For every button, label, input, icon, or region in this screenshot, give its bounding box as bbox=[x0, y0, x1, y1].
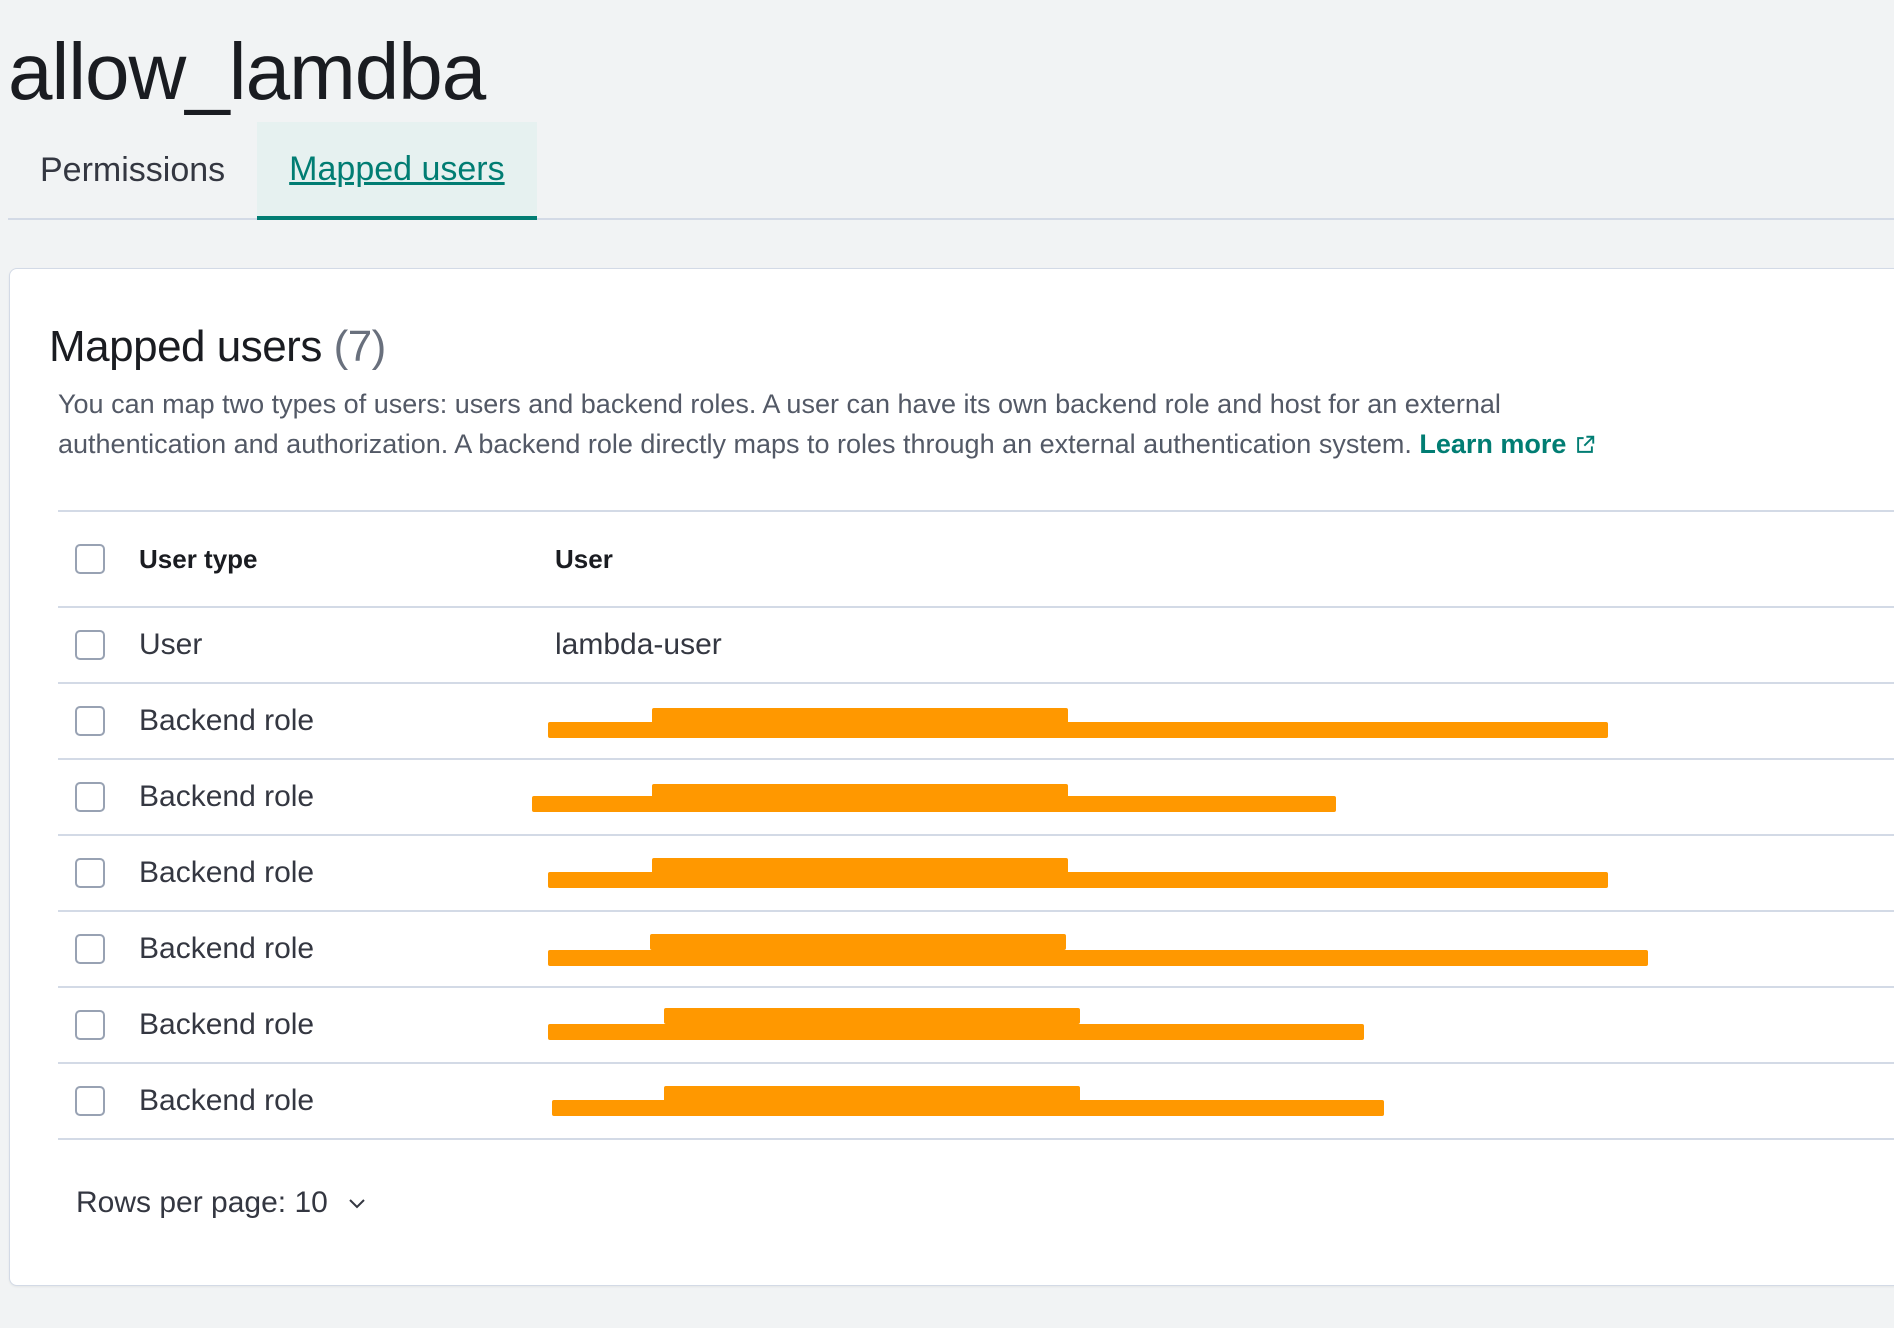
tab-mapped-users[interactable]: Mapped users bbox=[257, 122, 537, 220]
rows-per-page-label: Rows per page: 10 bbox=[76, 1186, 328, 1219]
redaction-mark bbox=[548, 950, 1648, 966]
learn-more-label: Learn more bbox=[1419, 429, 1567, 459]
redaction-mark bbox=[548, 1024, 1364, 1040]
redaction-mark bbox=[650, 934, 1066, 950]
row-checkbox[interactable] bbox=[75, 782, 105, 812]
table-row: Backend role bbox=[58, 912, 1894, 988]
redaction-mark bbox=[652, 708, 1068, 724]
section-title: Mapped users (7) bbox=[49, 322, 386, 372]
column-header-user-type[interactable]: User type bbox=[139, 543, 258, 574]
user-type-cell: Backend role bbox=[139, 1084, 315, 1117]
select-all-checkbox[interactable] bbox=[75, 544, 105, 574]
row-checkbox[interactable] bbox=[75, 630, 105, 660]
redaction-mark bbox=[548, 722, 1608, 738]
learn-more-link[interactable]: Learn more bbox=[1419, 429, 1596, 459]
page-title: allow_lamdba bbox=[8, 27, 486, 116]
redaction-mark bbox=[548, 872, 1608, 888]
row-checkbox[interactable] bbox=[75, 706, 105, 736]
chevron-down-icon bbox=[349, 1199, 365, 1209]
redaction-mark bbox=[532, 796, 1336, 812]
table-row: Backend role bbox=[58, 836, 1894, 912]
user-type-cell: Backend role bbox=[139, 780, 315, 813]
column-header-user[interactable]: User bbox=[555, 543, 613, 574]
table-row: Backend role bbox=[58, 684, 1894, 760]
user-cell: lambda-user bbox=[555, 628, 722, 661]
table-row: Backend role bbox=[58, 760, 1894, 836]
mapped-users-table: User type User User lambda-user Backend … bbox=[58, 510, 1894, 1140]
tab-permissions[interactable]: Permissions bbox=[40, 150, 226, 189]
table-row: Backend role bbox=[58, 1064, 1894, 1140]
user-type-cell: Backend role bbox=[139, 1008, 315, 1041]
row-checkbox[interactable] bbox=[75, 858, 105, 888]
redaction-mark bbox=[652, 858, 1068, 874]
section-description: You can map two types of users: users an… bbox=[58, 384, 1618, 464]
redaction-mark bbox=[552, 1100, 1384, 1116]
table-row: Backend role bbox=[58, 988, 1894, 1064]
description-text: You can map two types of users: users an… bbox=[58, 389, 1501, 459]
user-type-cell: Backend role bbox=[139, 932, 315, 965]
user-type-cell: Backend role bbox=[139, 856, 315, 889]
redaction-mark bbox=[664, 1086, 1080, 1102]
section-title-text: Mapped users bbox=[49, 322, 322, 371]
redaction-mark bbox=[664, 1008, 1080, 1024]
row-checkbox[interactable] bbox=[75, 934, 105, 964]
redaction-mark bbox=[652, 784, 1068, 800]
rows-per-page-button[interactable]: Rows per page: 10 bbox=[76, 1186, 366, 1220]
row-checkbox[interactable] bbox=[75, 1086, 105, 1116]
user-type-cell: User bbox=[139, 628, 203, 661]
external-link-icon bbox=[1577, 435, 1595, 453]
table-row: User lambda-user bbox=[58, 608, 1894, 684]
table-header: User type User bbox=[58, 512, 1894, 608]
mapped-users-count: (7) bbox=[333, 322, 387, 371]
user-type-cell: Backend role bbox=[139, 704, 315, 737]
row-checkbox[interactable] bbox=[75, 1010, 105, 1040]
tab-bar: Permissions Mapped users bbox=[8, 122, 1894, 220]
